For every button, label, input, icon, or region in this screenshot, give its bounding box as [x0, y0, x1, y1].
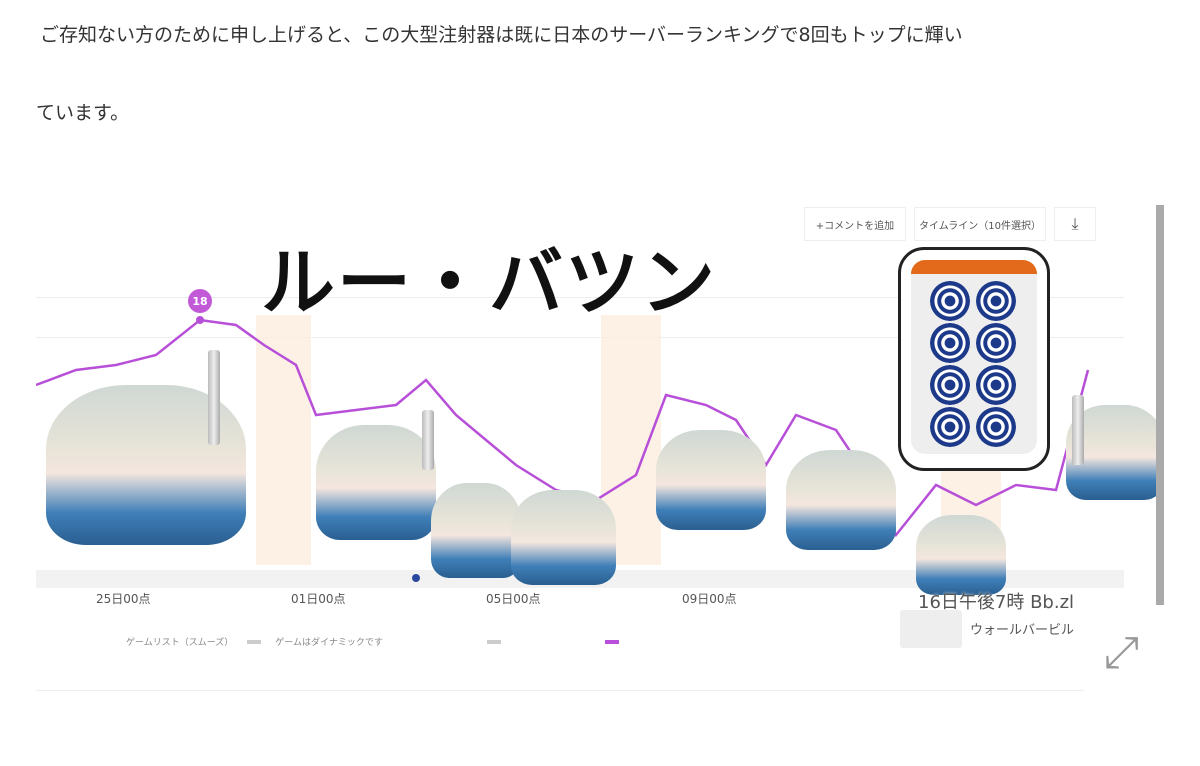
user-name: ウォールバービル [970, 623, 1075, 638]
x-tick: 01日00点 [291, 592, 346, 606]
character-image [316, 425, 436, 540]
divider [36, 690, 1084, 691]
figure-title: ルー・バツン [261, 240, 717, 326]
article-figure: +コメントを追加 タイムライン（10件選択） ⤓ 18 ルー・バツン 25日00… [36, 205, 1164, 695]
character-image [511, 490, 616, 585]
legend-item[interactable]: ゲームリスト（スムーズ） [126, 638, 234, 648]
scrubber-dot [412, 574, 420, 582]
syringe-image [208, 350, 220, 445]
add-comment-button[interactable]: +コメントを追加 [804, 207, 906, 241]
grid-line [36, 337, 1124, 338]
peak-point [196, 316, 204, 324]
article-paragraph-line2: ています。 [36, 102, 130, 124]
user-avatar [900, 610, 962, 648]
grid-line [36, 297, 1124, 298]
syringe-image [422, 410, 434, 470]
legend-swatch [604, 639, 619, 644]
character-image [656, 430, 766, 530]
expand-icon[interactable]: ⤢ [1104, 627, 1140, 678]
x-tick: 25日00点 [96, 592, 151, 606]
mahjong-tile-eight-circles [898, 247, 1050, 471]
article-paragraph-line1: ご存知ない方のために申し上げると、この大型注射器は既に日本のサーバーランキングで… [40, 24, 963, 46]
character-image [916, 515, 1006, 595]
scrollbar[interactable] [1156, 205, 1164, 605]
image-caption: 16日午後7時 Bb.zl [918, 592, 1075, 613]
character-image [786, 450, 896, 550]
chart-legend: ゲームリスト（スムーズ） ゲームはダイナミックです [126, 635, 619, 648]
x-tick: 09日00点 [682, 592, 737, 606]
x-tick: 05日00点 [486, 592, 541, 606]
download-icon[interactable]: ⤓ [1054, 207, 1096, 241]
legend-swatch [486, 639, 501, 644]
character-image [431, 483, 521, 578]
timeline-button[interactable]: タイムライン（10件選択） [914, 207, 1046, 241]
syringe-image [1072, 395, 1084, 465]
legend-swatch [247, 639, 262, 644]
legend-item[interactable]: ゲームはダイナミックです [275, 638, 383, 648]
peak-marker: 18 [188, 289, 212, 313]
